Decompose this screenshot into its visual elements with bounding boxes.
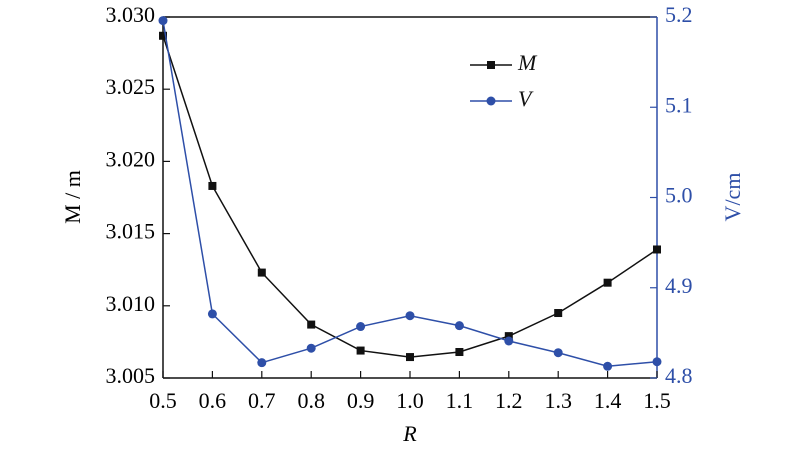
legend-label: V [518,86,534,111]
x-axis-label: R [402,421,417,446]
x-tick-label: 1.4 [594,388,622,413]
x-tick-label: 1.0 [396,388,424,413]
marker [553,348,563,358]
y2-tick-label: 5.0 [665,183,693,208]
legend-marker [486,96,496,106]
marker [603,278,612,287]
x-tick-label: 0.9 [347,388,375,413]
y-tick-label: 3.015 [106,219,156,244]
y-tick-label: 3.020 [106,146,156,171]
legend-label: M [517,50,538,75]
y-tick-label: 3.025 [106,74,156,99]
y-axis-label: M / m [60,170,85,224]
marker [405,311,415,321]
marker [307,320,316,329]
marker [652,357,662,367]
y-tick-label: 3.030 [106,2,156,27]
marker [653,245,661,254]
y2-tick-label: 4.8 [665,363,693,388]
y2-tick-label: 4.9 [665,273,693,298]
marker [455,348,464,357]
marker [208,181,217,190]
y-tick-label: 3.005 [106,363,156,388]
marker [158,16,168,26]
y-tick-label: 3.010 [106,291,156,316]
marker [554,309,563,318]
marker [603,361,613,371]
marker [207,309,217,319]
x-tick-label: 1.3 [544,388,572,413]
series-line [162,35,658,358]
x-tick-label: 0.6 [199,388,227,413]
legend-marker [487,61,495,69]
marker [504,336,514,346]
marker [159,31,167,40]
x-tick-label: 0.8 [297,388,325,413]
marker [504,332,513,341]
y2-tick-label: 5.2 [665,2,693,27]
x-tick-label: 1.1 [446,388,474,413]
marker [257,358,267,368]
marker [454,321,464,331]
y2-axis-label: V/cm [720,173,745,222]
y2-tick-label: 5.1 [665,92,693,117]
x-tick-label: 1.2 [495,388,523,413]
marker [356,322,366,332]
x-tick-label: 0.7 [248,388,276,413]
marker [356,346,365,355]
x-tick-label: 1.5 [643,388,671,413]
marker [257,268,266,277]
marker [306,343,316,353]
x-tick-label: 0.5 [149,388,177,413]
marker [406,353,414,362]
